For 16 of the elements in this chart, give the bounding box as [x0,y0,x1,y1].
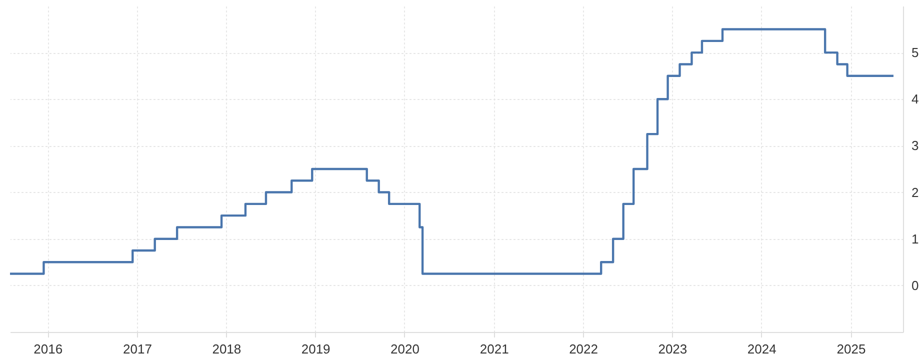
x-tick-label: 2017 [123,342,152,356]
x-tick-label: 2021 [480,342,509,356]
y-tick-label: 2 [912,184,919,200]
y-tick-label: 1 [912,231,919,246]
y-tick-label: 4 [912,92,919,107]
x-tick-label: 2020 [390,342,420,356]
y-tick-label: 0 [912,278,919,293]
x-tick-label: 2023 [658,342,688,356]
y-tick-label: 5 [912,45,919,60]
y-tick-label: 3 [912,138,919,154]
x-tick-label: 2024 [747,342,776,356]
x-tick-label: 2025 [836,342,866,356]
x-tick-label: 2022 [569,342,598,356]
x-tick-label: 2016 [34,342,63,356]
x-tick-label: 2019 [301,342,330,356]
x-tick-label: 2018 [212,342,242,356]
